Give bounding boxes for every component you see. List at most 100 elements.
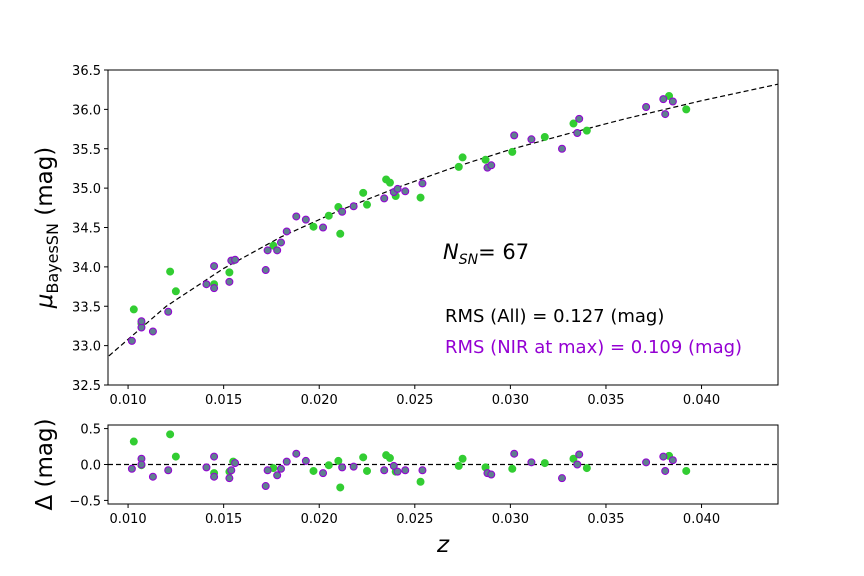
y-tick-label: 35.0 [72, 182, 101, 197]
data-point [282, 457, 291, 466]
data-point [334, 456, 343, 465]
annotation-text: = 67 [478, 240, 529, 264]
data-point [668, 97, 677, 106]
data-point [557, 474, 566, 483]
data-point [210, 284, 219, 293]
x-tick-label: 0.030 [492, 393, 529, 408]
data-point [582, 464, 591, 473]
data-point [127, 464, 136, 473]
y-tick-label: 34.0 [72, 261, 101, 276]
data-point [129, 305, 138, 314]
x-tick-label: 0.020 [301, 393, 338, 408]
axes-frame [107, 424, 779, 505]
data-point [301, 215, 310, 224]
data-point [164, 307, 173, 316]
x-tick-label: 0.015 [205, 512, 242, 527]
data-point [363, 466, 372, 475]
data-point [661, 110, 670, 119]
data-point [202, 280, 211, 289]
data-point [338, 463, 347, 472]
y-tick-label: 33.0 [72, 340, 101, 355]
data-point [273, 246, 282, 255]
data-point [273, 471, 282, 480]
y-tick-label: 0.5 [80, 423, 101, 438]
data-point [393, 184, 402, 193]
axes-frame [107, 69, 779, 386]
data-point [642, 458, 651, 467]
panel: 0.010 0.015 0.020 0.025 0.030 0.035 0.040 −0.5 0… [32, 418, 779, 558]
data-point [527, 458, 536, 467]
data-point [575, 450, 584, 459]
data-point [225, 474, 234, 483]
data-point [276, 464, 285, 473]
data-point [166, 430, 175, 439]
data-point [668, 456, 677, 465]
y-tick-label: 0.0 [80, 459, 101, 474]
data-point [359, 188, 368, 197]
x-tick-label: 0.030 [492, 512, 529, 527]
y-tick-label: 35.5 [72, 143, 101, 158]
x-tick-label: 0.020 [301, 512, 338, 527]
data-point [363, 200, 372, 209]
data-point [336, 229, 345, 238]
y-tick-label: 36.0 [72, 103, 101, 118]
data-point [210, 452, 219, 461]
data-point [418, 466, 427, 475]
data-point [137, 460, 146, 469]
data-point [557, 144, 566, 153]
data-point [454, 461, 463, 470]
data-point [336, 483, 345, 492]
data-point [527, 135, 536, 144]
data-point [540, 132, 549, 141]
data-point [338, 207, 347, 216]
data-point [231, 459, 240, 468]
data-point [129, 437, 138, 446]
data-point [510, 131, 519, 140]
data-point [385, 178, 394, 187]
data-point [324, 211, 333, 220]
y-tick-label: 32.5 [72, 379, 101, 394]
data-point [309, 466, 318, 475]
data-point [171, 287, 180, 296]
annotation: RMS (NIR at max) = 0.109 (mag) [445, 337, 742, 358]
data-point [575, 114, 584, 123]
data-point [508, 147, 517, 156]
annotation-text: RMS (NIR at max) = 0.109 (mag) [445, 337, 742, 358]
data-point [202, 463, 211, 472]
x-tick-label: 0.010 [109, 512, 146, 527]
data-point [324, 461, 333, 470]
data-point [510, 449, 519, 458]
x-tick-label: 0.025 [396, 393, 433, 408]
data-point [301, 456, 310, 465]
data-point [231, 255, 240, 264]
data-point [418, 179, 427, 188]
data-point [401, 466, 410, 475]
data-point [389, 461, 398, 470]
data-point [210, 262, 219, 271]
y-label-unit: (mag) [32, 147, 58, 223]
y-tick-label: 36.5 [72, 64, 101, 79]
data-point [349, 462, 358, 471]
data-point [380, 466, 389, 475]
data-point [573, 460, 582, 469]
data-point [263, 466, 272, 475]
data-point [319, 469, 328, 478]
data-point [682, 105, 691, 114]
data-point [582, 126, 591, 135]
data-point [148, 472, 157, 481]
panel: 0.010 0.015 0.020 0.025 0.030 0.035 0.040 32.5 3… [32, 64, 779, 408]
x-tick-label: 0.010 [109, 393, 146, 408]
data-point [261, 482, 270, 491]
x-axis-label: z [436, 532, 450, 558]
data-point [292, 449, 301, 458]
data-point [227, 466, 236, 475]
data-point [210, 472, 219, 481]
data-point [225, 268, 234, 277]
data-point [359, 453, 368, 462]
y-tick-label: −0.5 [69, 494, 101, 509]
x-tick-label: 0.025 [396, 512, 433, 527]
data-point [458, 153, 467, 162]
x-tick-label: 0.035 [587, 512, 624, 527]
x-tick-label: 0.035 [587, 393, 624, 408]
